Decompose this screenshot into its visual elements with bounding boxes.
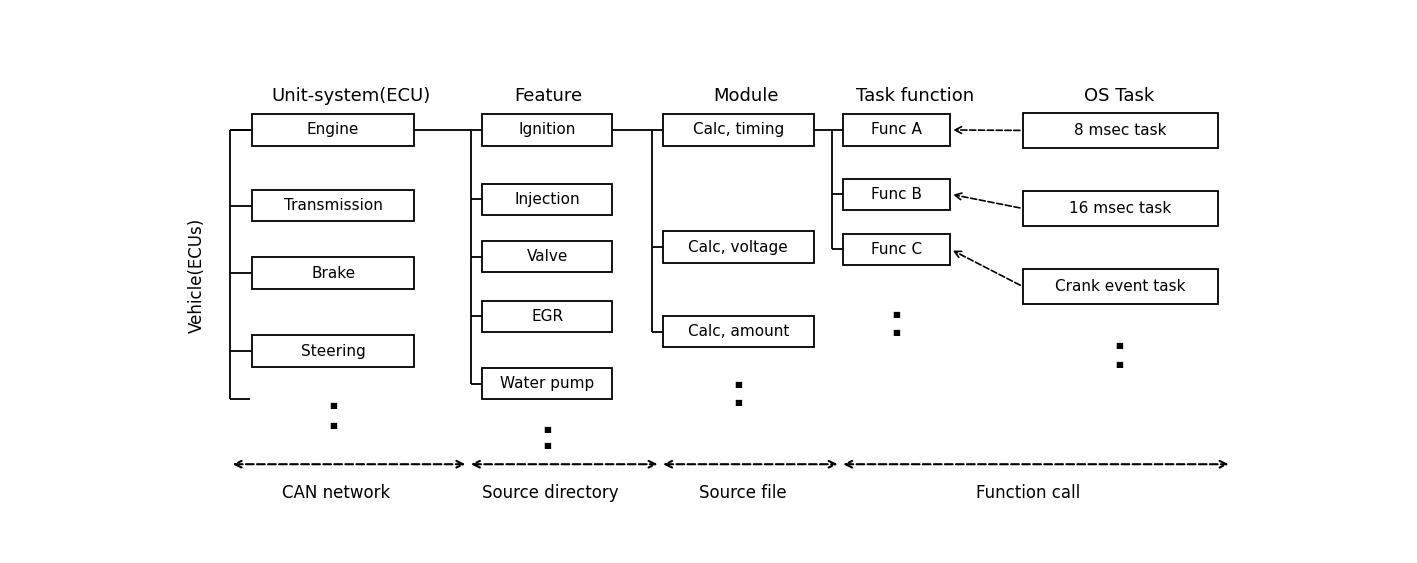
Text: ■: ■ — [734, 397, 743, 406]
Text: Module: Module — [713, 87, 779, 105]
Bar — [1023, 191, 1219, 226]
Text: 8 msec task: 8 msec task — [1074, 123, 1166, 138]
Text: OS Task: OS Task — [1084, 87, 1155, 105]
Bar — [252, 257, 414, 289]
Text: Transmission: Transmission — [283, 198, 383, 213]
Text: Calc, amount: Calc, amount — [687, 324, 789, 339]
Text: Ignition: Ignition — [519, 123, 575, 137]
Bar — [482, 368, 612, 399]
Bar — [1023, 269, 1219, 304]
Text: ■: ■ — [543, 425, 551, 434]
Text: Engine: Engine — [307, 123, 360, 137]
Text: EGR: EGR — [531, 309, 564, 324]
Text: ■: ■ — [734, 379, 743, 388]
Text: ■: ■ — [1115, 341, 1124, 350]
Text: Steering: Steering — [300, 343, 366, 359]
Bar — [252, 190, 414, 221]
Text: ■: ■ — [329, 421, 337, 430]
Text: Brake: Brake — [310, 266, 356, 280]
Text: Vehicle(ECUs): Vehicle(ECUs) — [188, 218, 205, 333]
Text: 16 msec task: 16 msec task — [1070, 201, 1172, 216]
Text: Source file: Source file — [699, 484, 786, 502]
Bar — [482, 184, 612, 215]
Text: Injection: Injection — [514, 192, 580, 207]
Text: ■: ■ — [893, 310, 900, 319]
Text: Feature: Feature — [514, 87, 582, 105]
Bar — [843, 234, 951, 265]
Bar — [843, 178, 951, 210]
Text: Func C: Func C — [871, 242, 922, 257]
Text: ■: ■ — [543, 441, 551, 450]
Bar — [663, 231, 815, 262]
Bar — [482, 241, 612, 272]
Text: ■: ■ — [1115, 360, 1124, 369]
Bar — [252, 114, 414, 146]
Text: ■: ■ — [329, 401, 337, 410]
Bar — [482, 301, 612, 332]
Bar — [482, 114, 612, 146]
Text: CAN network: CAN network — [282, 484, 391, 502]
Text: Task function: Task function — [856, 87, 973, 105]
Text: Water pump: Water pump — [500, 376, 594, 391]
Text: ■: ■ — [893, 328, 900, 337]
Text: Crank event task: Crank event task — [1056, 279, 1186, 294]
Text: Func B: Func B — [871, 187, 922, 202]
Text: Calc, voltage: Calc, voltage — [689, 239, 788, 254]
Bar — [252, 336, 414, 367]
Bar — [843, 114, 951, 146]
Text: Function call: Function call — [976, 484, 1080, 502]
Text: Func A: Func A — [871, 123, 922, 137]
Bar — [1023, 113, 1219, 148]
Bar — [663, 114, 815, 146]
Bar — [663, 316, 815, 347]
Text: Calc, timing: Calc, timing — [693, 123, 784, 137]
Text: Valve: Valve — [527, 249, 568, 264]
Text: Unit-system(ECU): Unit-system(ECU) — [271, 87, 431, 105]
Text: Source directory: Source directory — [482, 484, 619, 502]
